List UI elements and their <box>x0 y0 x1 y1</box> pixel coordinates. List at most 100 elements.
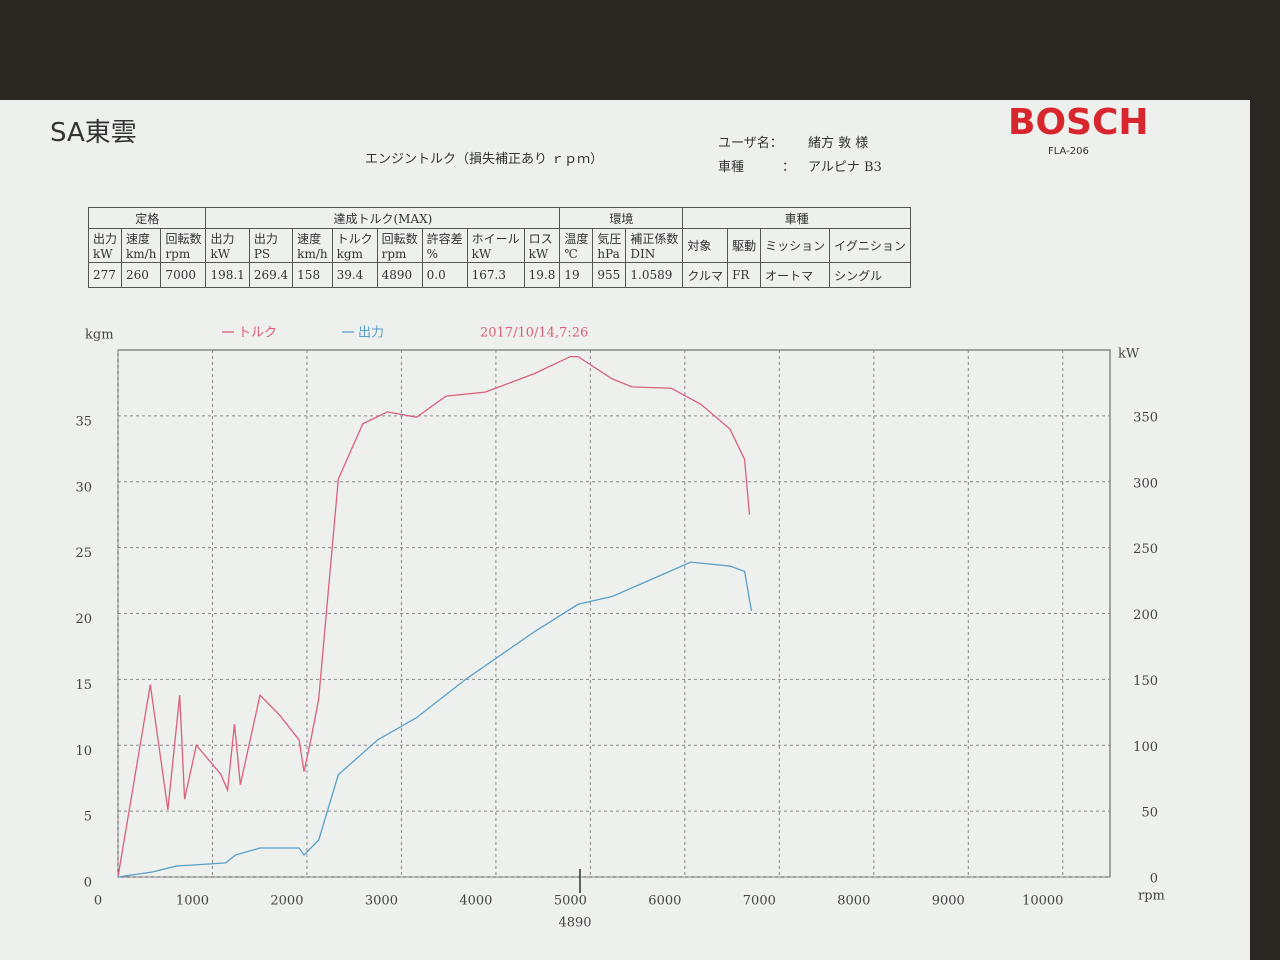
user-label: ユーザ名： <box>718 136 783 151</box>
header-text: ミッション <box>765 239 826 253</box>
value-cell: 158 <box>292 262 333 288</box>
header-cell: 補正係数 DIN <box>625 228 684 263</box>
value-cell: オートマ <box>760 262 831 288</box>
header-cell: 速度 km/h <box>121 228 162 263</box>
x-tick-label: 0 <box>94 894 102 909</box>
value-cell: シングル <box>829 262 911 288</box>
value-cell: 198.1 <box>205 262 250 288</box>
y-tick-label: 35 <box>75 414 92 429</box>
x-tick-label: 3000 <box>365 894 398 909</box>
x-tick-label: 2000 <box>270 894 303 909</box>
header-text: kW <box>471 247 492 261</box>
y2-tick-label: 250 <box>1133 542 1158 557</box>
header-text: rpm <box>165 247 191 261</box>
y-tick-label: 5 <box>84 810 92 825</box>
header-cell: 回転数 rpm <box>160 228 207 263</box>
title: エンジントルク（損失補正あり ｒｐｍ） <box>365 152 604 167</box>
header-text: rpm <box>381 247 407 261</box>
header-text: 出力 <box>253 232 278 246</box>
model: アルピナ B3 <box>808 160 882 175</box>
header-cell: 出力 PS <box>248 228 294 263</box>
y-axis-label: kgm <box>85 328 114 343</box>
device: FLA-206 <box>1048 146 1089 157</box>
header-text: DIN <box>630 247 656 261</box>
value-cell: 955 <box>592 262 627 288</box>
header-text: 許容差 <box>426 232 463 246</box>
x-tick-label: 1000 <box>176 894 209 909</box>
value-cell: FR <box>727 262 762 288</box>
value-cell: 0.0 <box>421 262 468 288</box>
header-text: ℃ <box>564 247 578 261</box>
x-tick-label: 8000 <box>837 894 870 909</box>
group-label: 車種 <box>784 211 809 226</box>
user: 緒方 敦 様 <box>808 136 869 151</box>
legend-label: トルク <box>238 326 277 341</box>
group-label: 環境 <box>609 211 634 226</box>
plot-area <box>117 349 1111 878</box>
value-row: 277 260 7000 198.1 269.4 158 39.4 4890 0.0 167.3 1… <box>87 262 911 288</box>
series-line <box>117 355 751 878</box>
header-text: 温度 <box>564 232 589 246</box>
header-text: 出力 <box>210 232 235 246</box>
value-cell: 167.3 <box>466 262 525 288</box>
x-axis-label: rpm <box>1138 889 1165 904</box>
header-text: ホイール <box>471 232 520 246</box>
header-text: km/h <box>297 247 328 261</box>
y2-tick-label: 300 <box>1133 476 1158 491</box>
header-cell: 出力 kW <box>87 228 123 263</box>
marker-label: 4890 <box>558 916 591 931</box>
header-cell: 回転数 rpm <box>376 228 423 263</box>
header-cell: ミッション <box>760 228 831 263</box>
header-text: hPa <box>597 247 620 261</box>
group-label: 達成トルク(MAX) <box>333 211 433 226</box>
y-tick-label: 30 <box>75 480 92 495</box>
series-line <box>117 561 753 878</box>
y-tick-label: 10 <box>75 744 92 759</box>
header-cell: 温度 ℃ <box>559 228 594 263</box>
y-tick-label: 20 <box>75 612 92 627</box>
header-text: イグニション <box>834 239 906 253</box>
y2-tick-label: 0 <box>1150 872 1158 887</box>
header-text: 回転数 <box>381 232 418 246</box>
header-text: km/h <box>126 247 157 261</box>
chart: 0 1000 2000 3000 4000 5000 6000 7000 8000 9000 100… <box>75 326 1165 931</box>
value-cell: 277 <box>87 262 123 288</box>
y-tick-label: 25 <box>75 546 92 561</box>
header-text: 速度 <box>297 232 322 246</box>
header-text: 出力 <box>93 232 118 246</box>
header-cell: イグニション <box>829 228 911 263</box>
header-text: kW <box>210 247 231 261</box>
value-cell: 39.4 <box>331 262 378 288</box>
brand: BOSCH <box>1008 102 1149 143</box>
y2-axis-label: kW <box>1118 347 1140 362</box>
header-row: 出力 kW 速度 km/h 回転数 rpm 出力 kW 出力 PS 速度 km/h トルク kgm 回転数 r… <box>87 228 911 263</box>
y2-tick-label: 350 <box>1133 410 1158 425</box>
spec-table: 定格 達成トルク(MAX) 環境 車種 出力 kW 速度 km/h 回転数 rpm 出力 kW 出力 PS… <box>87 207 911 288</box>
header-text: 回転数 <box>165 232 202 246</box>
header-text: PS <box>253 247 271 261</box>
value-cell: 19.8 <box>523 262 561 288</box>
header-cell: トルク kgm <box>331 228 378 263</box>
x-tick-label: 5000 <box>554 894 587 909</box>
value-cell: 19 <box>559 262 594 288</box>
model-sep: ： <box>782 160 796 175</box>
header-text: 駆動 <box>732 239 757 253</box>
annotation: 2017/10/14,7:26 <box>480 326 588 341</box>
header-text: % <box>426 247 439 261</box>
header-text: トルク <box>336 232 373 246</box>
header-text: kW <box>528 247 549 261</box>
header-cell: 出力 kW <box>205 228 250 263</box>
value-cell: 269.4 <box>248 262 294 288</box>
paper: SA東雲 エンジントルク（損失補正あり ｒｐｍ） ユーザ名： 緒方 敦 様 車種… <box>0 100 1250 960</box>
header-text: 速度 <box>126 232 151 246</box>
header-cell: ロス kW <box>523 228 561 263</box>
header-text: kgm <box>336 247 363 261</box>
x-tick-label: 4000 <box>459 894 492 909</box>
shop: SA東雲 <box>50 118 137 148</box>
header-text: 対象 <box>687 239 712 253</box>
x-tick-label: 6000 <box>648 894 681 909</box>
value-cell: 260 <box>121 262 162 288</box>
value-cell: 1.0589 <box>625 262 684 288</box>
group-cell: 定格 <box>87 207 207 229</box>
